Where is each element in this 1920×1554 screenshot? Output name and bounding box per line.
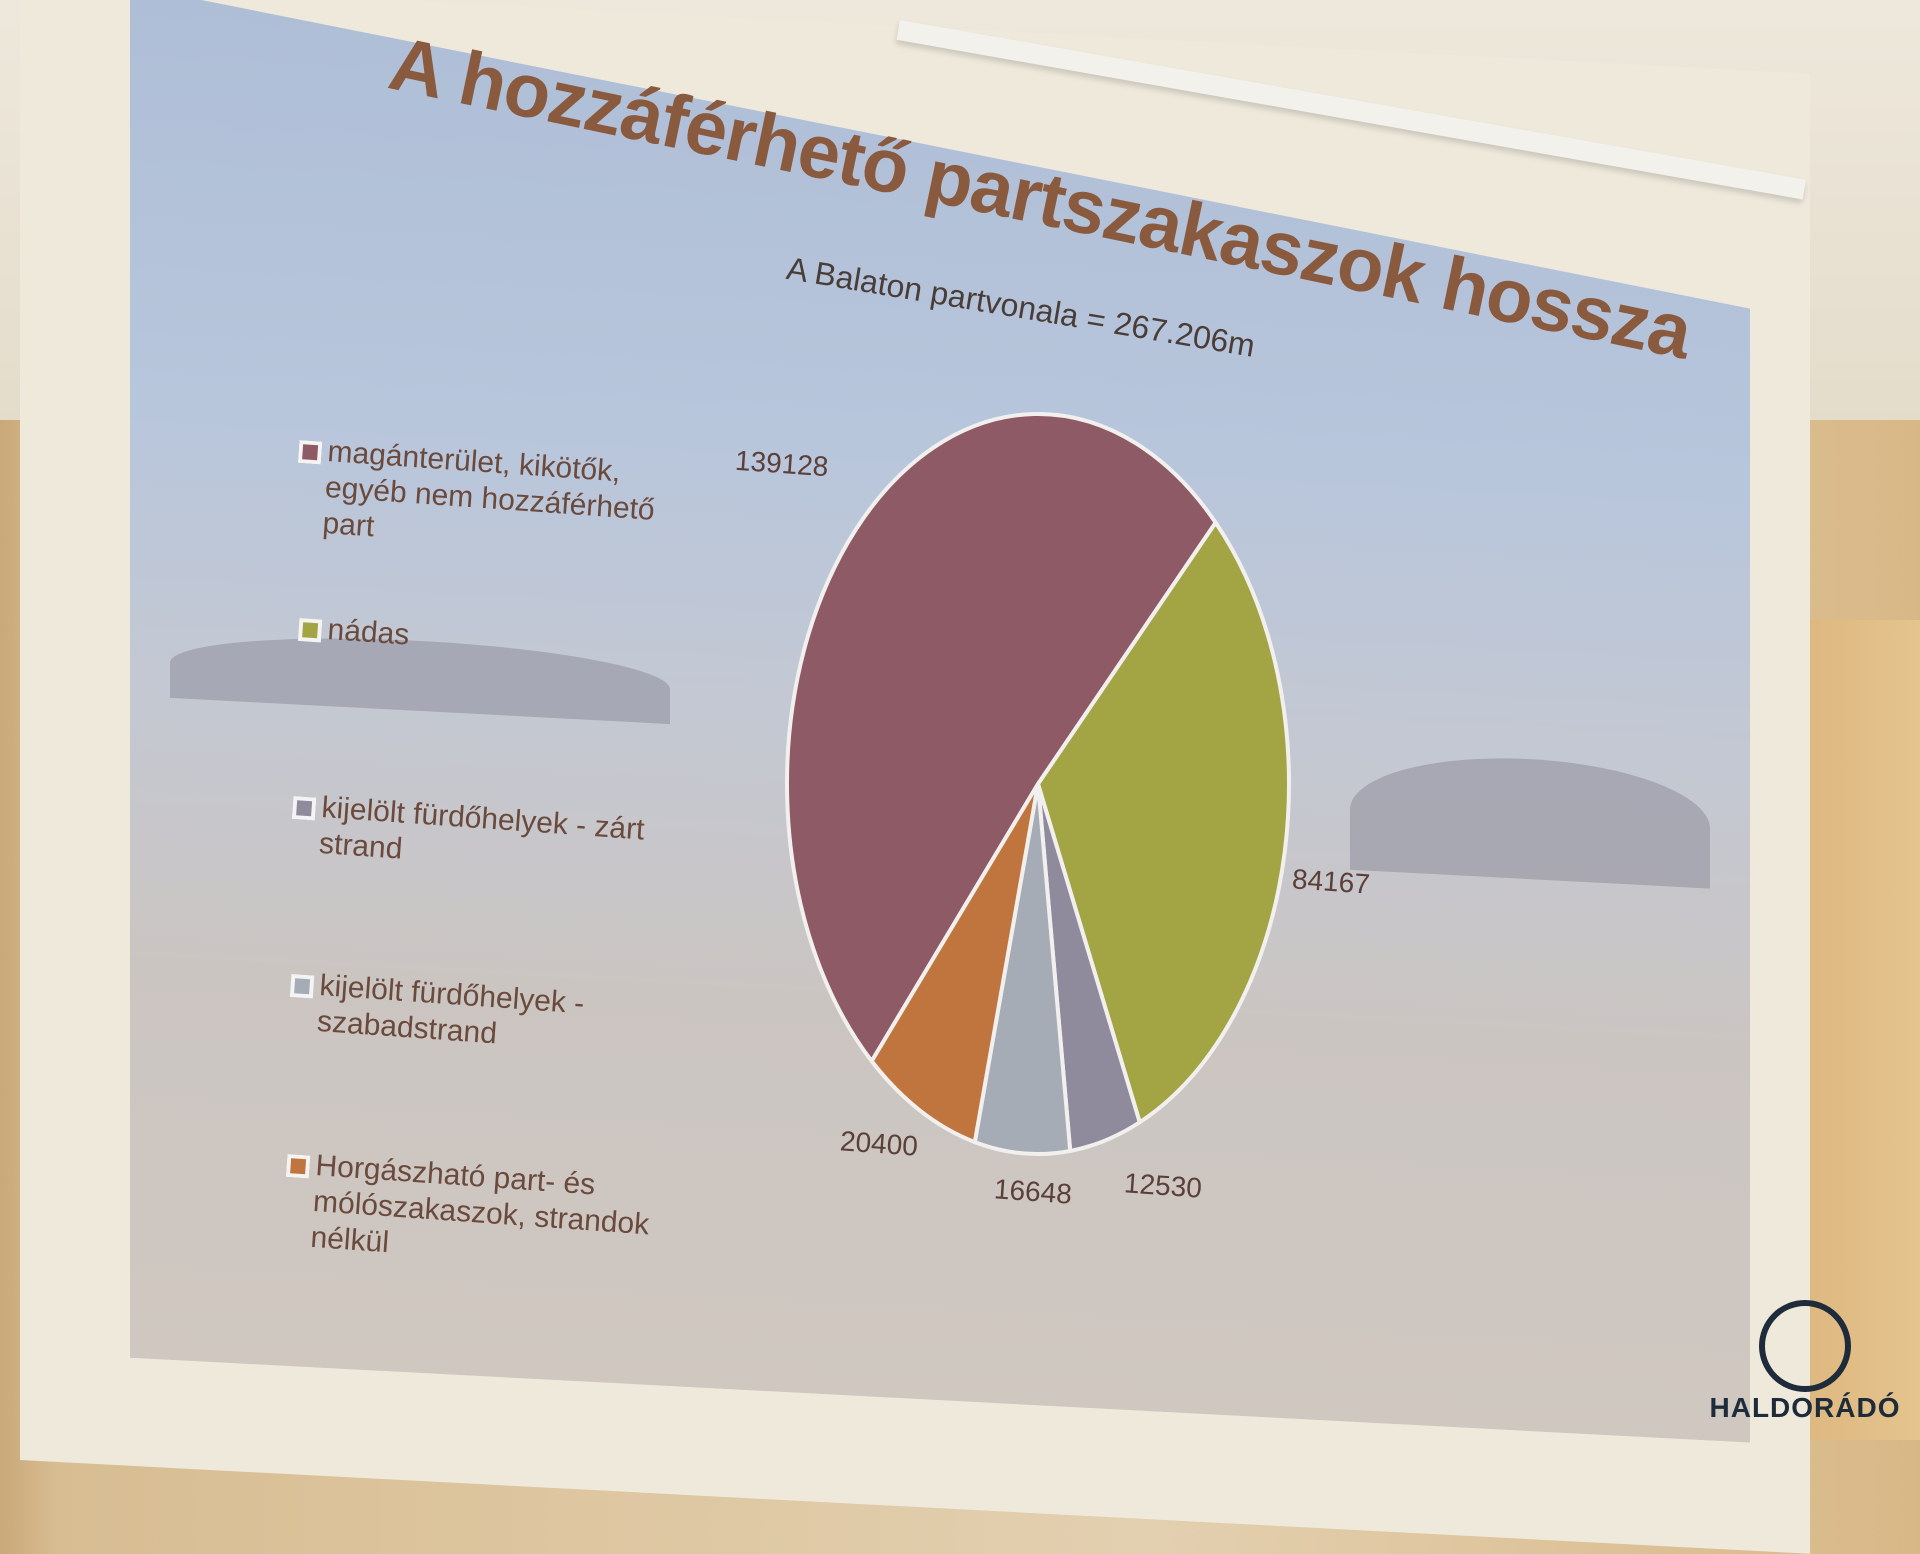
pie-slice	[785, 411, 1219, 1065]
watermark-logo: HALDORÁDÓ	[1700, 1300, 1910, 1440]
logo-text: HALDORÁDÓ	[1709, 1392, 1901, 1423]
pie-slice	[869, 782, 1040, 1145]
data-label: 20400	[839, 1125, 919, 1162]
data-label: 12530	[1123, 1167, 1203, 1204]
data-label: 84167	[1291, 863, 1371, 900]
pie-chart	[785, 411, 1291, 1156]
data-label: 16648	[993, 1173, 1073, 1210]
pie-slice	[1035, 519, 1291, 1126]
logo-icon	[1759, 1300, 1851, 1392]
data-label: 139128	[734, 444, 830, 483]
